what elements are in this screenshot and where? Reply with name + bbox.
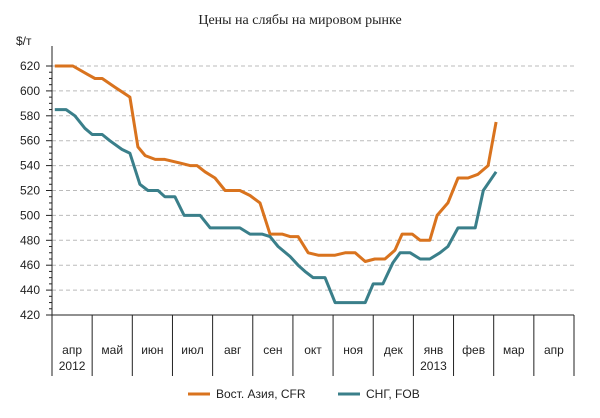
y-tick-label: 480: [20, 233, 40, 247]
x-axis: апр май июн июл авг сен окт ноя дек янв фев мар апр 2…: [51, 314, 575, 376]
x-tick-label: апр: [544, 343, 564, 357]
y-axis-label: $/т: [16, 34, 32, 48]
y-tick-label: 540: [20, 159, 40, 173]
legend-label: Вост. Азия, CFR: [216, 387, 306, 401]
y-axis: 420 440 460 480 500 520 540 560 580 600 620: [20, 46, 53, 322]
x-year-label: 2013: [420, 359, 447, 373]
y-tick-label: 600: [20, 84, 40, 98]
gridlines: [52, 65, 574, 291]
x-tick-label: авг: [224, 343, 242, 357]
series-line-cis: [54, 108, 498, 305]
x-year-label: 2012: [59, 359, 86, 373]
x-tick-label: апр: [62, 343, 82, 357]
y-tick-label: 580: [20, 109, 40, 123]
series-lines: [54, 64, 498, 305]
x-tick-label: дек: [384, 343, 404, 357]
x-tick-label: янв: [424, 343, 444, 357]
legend: Вост. Азия, CFR СНГ, FOB: [188, 387, 420, 401]
y-tick-label: 560: [20, 134, 40, 148]
series-line-east-asia: [54, 64, 498, 263]
y-tick-label: 620: [20, 59, 40, 73]
x-tick-label: май: [101, 343, 123, 357]
y-tick-label: 420: [20, 308, 40, 322]
y-tick-label: 520: [20, 184, 40, 198]
chart-title: Цены на слябы на мировом рынке: [198, 13, 401, 28]
x-tick-label: июн: [141, 343, 163, 357]
y-tick-label: 440: [20, 283, 40, 297]
x-tick-label: июл: [181, 343, 203, 357]
x-tick-label: мар: [503, 343, 525, 357]
x-tick-label: ноя: [343, 343, 363, 357]
legend-label: СНГ, FOB: [366, 387, 420, 401]
y-tick-label: 460: [20, 258, 40, 272]
y-tick-label: 500: [20, 208, 40, 222]
x-tick-label: окт: [304, 343, 322, 357]
x-tick-label: фев: [462, 343, 485, 357]
x-tick-label: сен: [263, 343, 282, 357]
